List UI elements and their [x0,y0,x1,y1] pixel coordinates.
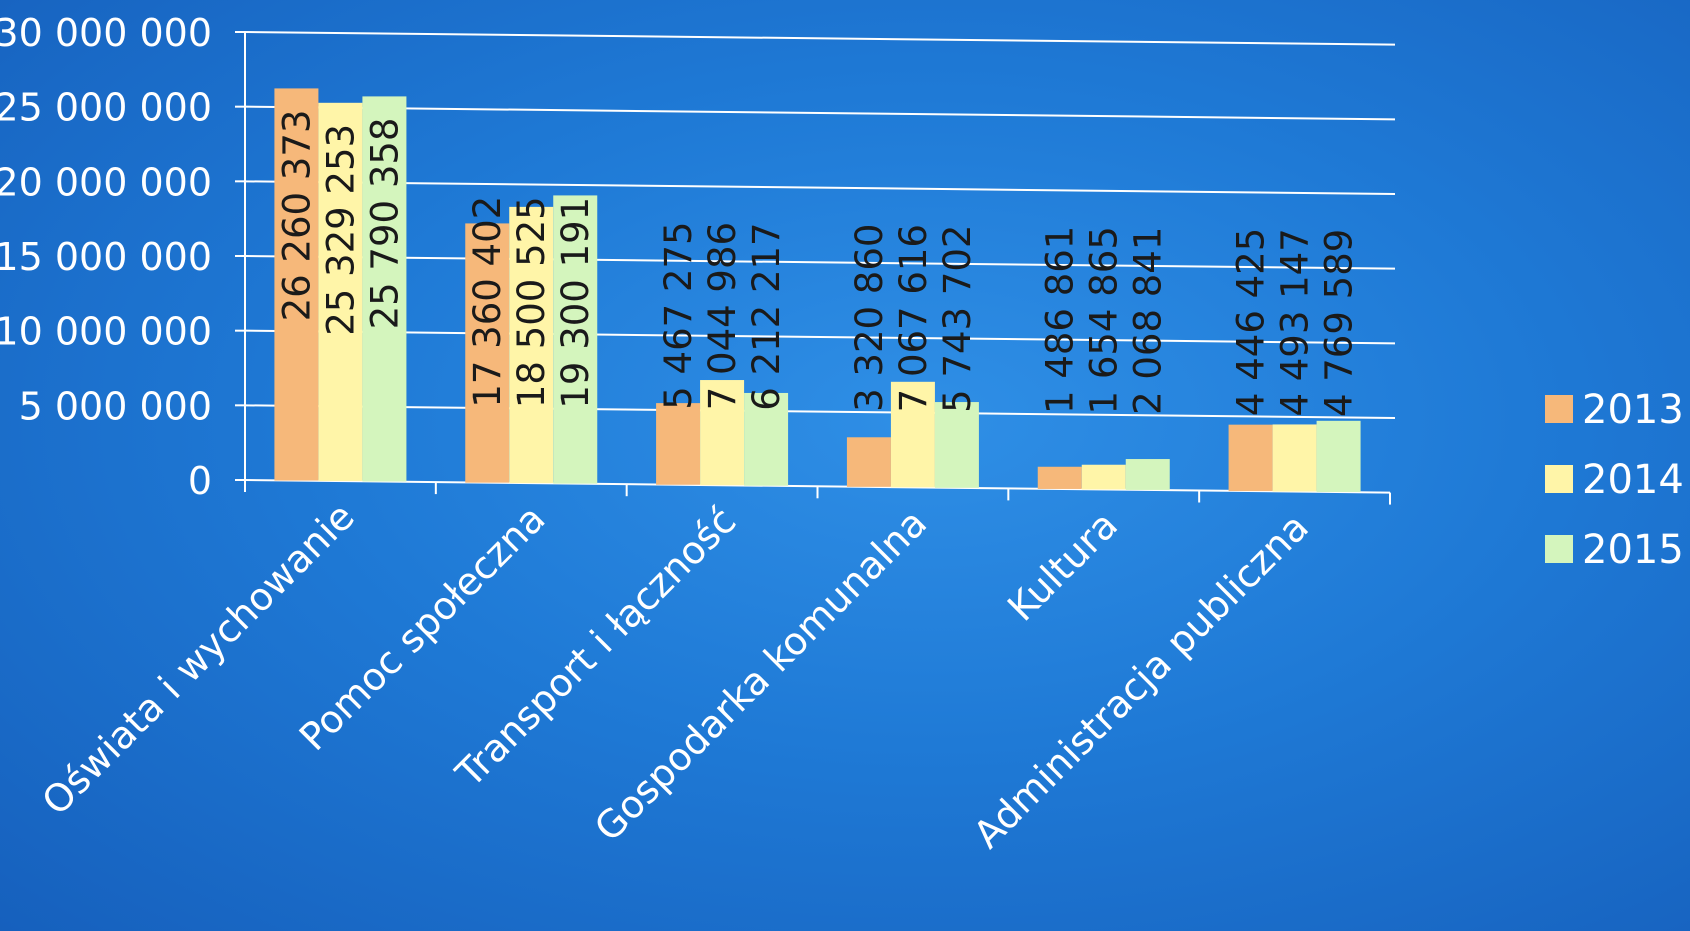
legend-label: 2013 [1582,387,1684,433]
bar-2014 [700,380,745,486]
bar-2013 [274,88,319,481]
bar-2013 [846,437,891,487]
bar-2013 [1037,466,1082,489]
data-label: 7 044 986 [701,222,744,410]
data-label: 1 654 865 [1083,226,1126,414]
bar-2015 [1125,459,1170,490]
bar-2015 [744,392,789,486]
bar-2015 [362,96,407,482]
bars [274,88,1361,493]
data-label: 19 300 191 [554,197,597,409]
bar-2013 [1228,424,1273,492]
gridline [244,255,1396,270]
legend-label: 2014 [1582,457,1684,503]
data-label: 26 260 373 [275,110,318,322]
bar-2015 [934,402,979,488]
x-tick-label: Oświata i wychowanie [33,494,362,823]
legend-swatch-2013 [1545,395,1573,423]
data-label: 7 067 616 [892,224,935,412]
bar-2013 [465,223,510,483]
gridline [244,329,1396,345]
data-label: 5 467 275 [657,221,700,409]
bar-2014 [318,102,363,482]
gridline [244,180,1396,195]
data-label: 4 493 147 [1274,228,1317,416]
gridline [244,31,1396,46]
legend-label: 2015 [1582,527,1684,573]
data-label: 6 212 217 [745,222,788,410]
legend-swatch-2014 [1545,465,1573,493]
y-tick-label: 20 000 000 [0,160,212,204]
x-tick-label: Kultura [999,503,1126,630]
y-tick-label: 5 000 000 [19,384,212,428]
x-tick-label: Administracja publiczna [965,505,1317,857]
bar-2014 [509,206,554,484]
data-labels: 26 260 373 25 329 253 25 790 358 17 360 402… [275,110,1360,417]
bar-2014 [890,381,935,488]
y-tick-label: 25 000 000 [0,86,212,130]
bar-2015 [1316,420,1361,493]
gridline [244,404,1396,419]
bar-2013 [656,403,701,485]
y-tick-label: 15 000 000 [0,235,212,279]
data-label: 3 320 860 [848,224,891,412]
bar-2014 [1272,424,1317,492]
data-label: 25 790 358 [363,118,406,330]
y-tick-label: 10 000 000 [0,310,212,354]
x-tick-label: Gospodarka komunalna [586,501,935,850]
data-label: 4 769 589 [1318,229,1361,417]
data-label: 2 068 841 [1127,227,1170,415]
gridlines [244,31,1396,419]
data-label: 17 360 402 [466,196,509,408]
y-tick-label: 0 [188,459,212,503]
legend-swatch-2015 [1545,535,1573,563]
y-tick-label: 30 000 000 [0,11,212,55]
bar-2015 [553,195,598,484]
data-label: 5 743 702 [936,225,979,413]
legend: 2013 2014 2015 [1545,387,1684,573]
bar-2014 [1081,464,1126,490]
data-label: 25 329 253 [319,124,362,336]
data-label: 18 500 525 [510,196,553,408]
data-label: 1 486 861 [1039,226,1082,414]
gridline [244,105,1396,121]
data-label: 4 446 425 [1230,228,1273,416]
